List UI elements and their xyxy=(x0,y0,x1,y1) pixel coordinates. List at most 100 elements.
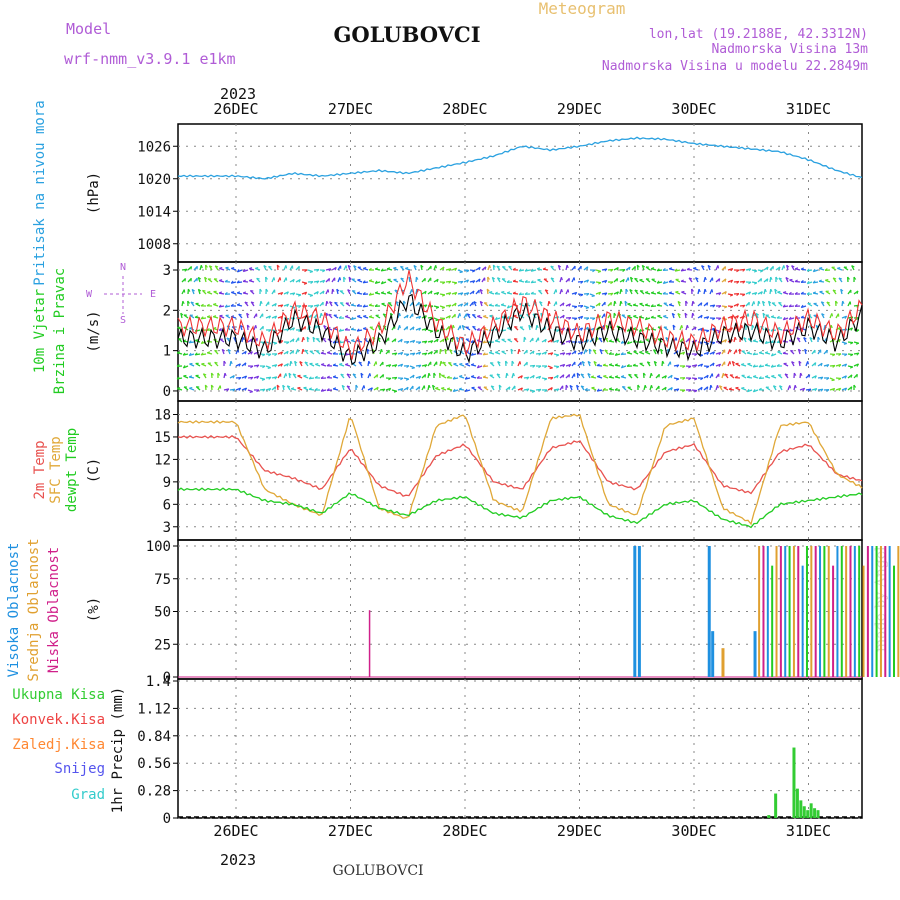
y-unit-label: (m/s) xyxy=(86,310,102,352)
wind-arrow-head xyxy=(532,365,536,368)
wind-arrow-head xyxy=(268,315,272,319)
wind-arrow-head xyxy=(320,388,324,392)
wind-arrow-head xyxy=(394,352,398,356)
wind-arrow-head xyxy=(576,384,580,388)
wind-arrow-head xyxy=(662,268,666,271)
wind-speed-line xyxy=(177,293,863,366)
wind-arrow-head xyxy=(339,277,342,281)
wind-arrow-head xyxy=(694,353,698,357)
wind-arrow-head xyxy=(856,290,859,294)
wind-arrow-head xyxy=(610,292,614,296)
wind-arrow-head xyxy=(741,363,745,366)
wind-arrow-head xyxy=(429,330,434,333)
compass-w: W xyxy=(86,289,93,300)
wind-arrow-head xyxy=(850,353,854,357)
wind-arrow-head xyxy=(406,326,409,330)
y-tick-label: 9 xyxy=(163,475,171,491)
wind-arrow-head xyxy=(256,389,260,393)
wind-arrow-head xyxy=(187,288,191,292)
wind-arrow-head xyxy=(844,315,848,320)
wind-arrow-head xyxy=(770,328,774,332)
wind-arrow-head xyxy=(770,353,774,357)
wind-arrow-head xyxy=(346,373,351,376)
wind-arrow-head xyxy=(512,279,516,282)
wind-arrow-head xyxy=(602,387,606,391)
wind-arrow-head xyxy=(268,329,272,333)
wind-arrow-head xyxy=(844,353,848,357)
wind-arrow-head xyxy=(368,303,373,306)
wind-arrow-head xyxy=(753,375,757,378)
wind-arrow-head xyxy=(518,292,522,296)
wind-arrow-head xyxy=(236,303,241,306)
wind-arrow-head xyxy=(764,351,769,354)
wind-arrow-head xyxy=(548,300,551,305)
model-altitude: Nadmorska Visina u modelu 22.2849m xyxy=(602,59,868,74)
wind-arrow-head xyxy=(459,375,463,377)
wind-arrow-head xyxy=(802,387,806,392)
wind-arrow-head xyxy=(701,265,705,268)
wind-arrow-head xyxy=(200,352,204,356)
temp-ylabel-0: 2m Temp xyxy=(32,440,48,499)
wind-arrow-head xyxy=(286,351,289,355)
wind-arrow-head xyxy=(561,289,563,293)
wind-arrow-head xyxy=(826,301,830,304)
wind-arrow-head xyxy=(479,288,483,292)
y-unit-label: (hPa) xyxy=(86,172,102,214)
wind-arrow-head xyxy=(770,340,774,343)
wind-arrow-head xyxy=(448,361,452,364)
wind-arrow-head xyxy=(728,387,733,390)
wind-arrow-head xyxy=(656,291,661,294)
wind-arrow-head xyxy=(345,315,349,318)
wind-arrow-head xyxy=(388,388,392,392)
wind-arrow-head xyxy=(231,267,235,269)
panel-temperature: 3 6 9 12 15 18 (C) 2m Temp SFC Temp dewpt Temp xyxy=(32,400,863,541)
wind-arrow-head xyxy=(363,385,366,389)
wind-arrow-head xyxy=(508,386,511,390)
wind-arrow-head xyxy=(626,328,630,332)
wind-arrow-head xyxy=(388,377,392,381)
wind-arrow-head xyxy=(850,374,853,378)
wind-arrow-head xyxy=(280,340,284,344)
wind-arrow-head xyxy=(442,338,445,343)
wind-arrow-head xyxy=(470,363,475,366)
wind-arrow-head xyxy=(627,302,631,305)
wind-arrow-head xyxy=(821,301,825,304)
wind-arrow-head xyxy=(238,313,242,316)
wind-arrow-head xyxy=(326,363,330,367)
y-tick-label: 1020 xyxy=(137,172,171,188)
wind-arrow-head xyxy=(203,373,207,376)
wind-arrow-head xyxy=(778,266,781,270)
wind-arrow-head xyxy=(320,376,324,379)
compass-s: S xyxy=(120,315,126,326)
wind-arrow-head xyxy=(800,372,803,376)
panel-frame xyxy=(177,678,863,819)
y-tick-label: 2 xyxy=(163,303,171,319)
wind-arrow-head xyxy=(242,291,247,294)
wind-arrow-head xyxy=(280,351,284,355)
wind-arrow-head xyxy=(430,351,433,355)
precip-bar-0 xyxy=(809,803,813,818)
series-line-1 xyxy=(177,413,863,526)
wind-arrow-head xyxy=(286,303,290,307)
wind-arrow-head xyxy=(406,341,410,344)
wind-arrow-head xyxy=(460,303,464,307)
wind-arrow-head xyxy=(550,339,553,343)
wind-arrow-head xyxy=(614,363,619,366)
wind-arrow-head xyxy=(405,267,409,269)
wind-arrow-head xyxy=(478,278,481,283)
wind-arrow-head xyxy=(742,293,746,297)
wind-arrow-head xyxy=(645,291,649,294)
wind-arrow-head xyxy=(789,278,793,281)
wind-arrow-head xyxy=(625,288,629,292)
wind-arrow-head xyxy=(549,367,553,370)
wind-arrow-head xyxy=(286,291,289,295)
wind-arrow-head xyxy=(568,374,571,378)
wind-arrow-head xyxy=(850,342,854,345)
wind-arrow-head xyxy=(320,351,325,354)
wind-arrow-head xyxy=(752,352,756,356)
wind-arrow-head xyxy=(512,267,516,271)
wind-arrow-head xyxy=(236,280,240,284)
wind-arrow-head xyxy=(418,341,422,345)
wind-arrow-head xyxy=(675,378,680,381)
